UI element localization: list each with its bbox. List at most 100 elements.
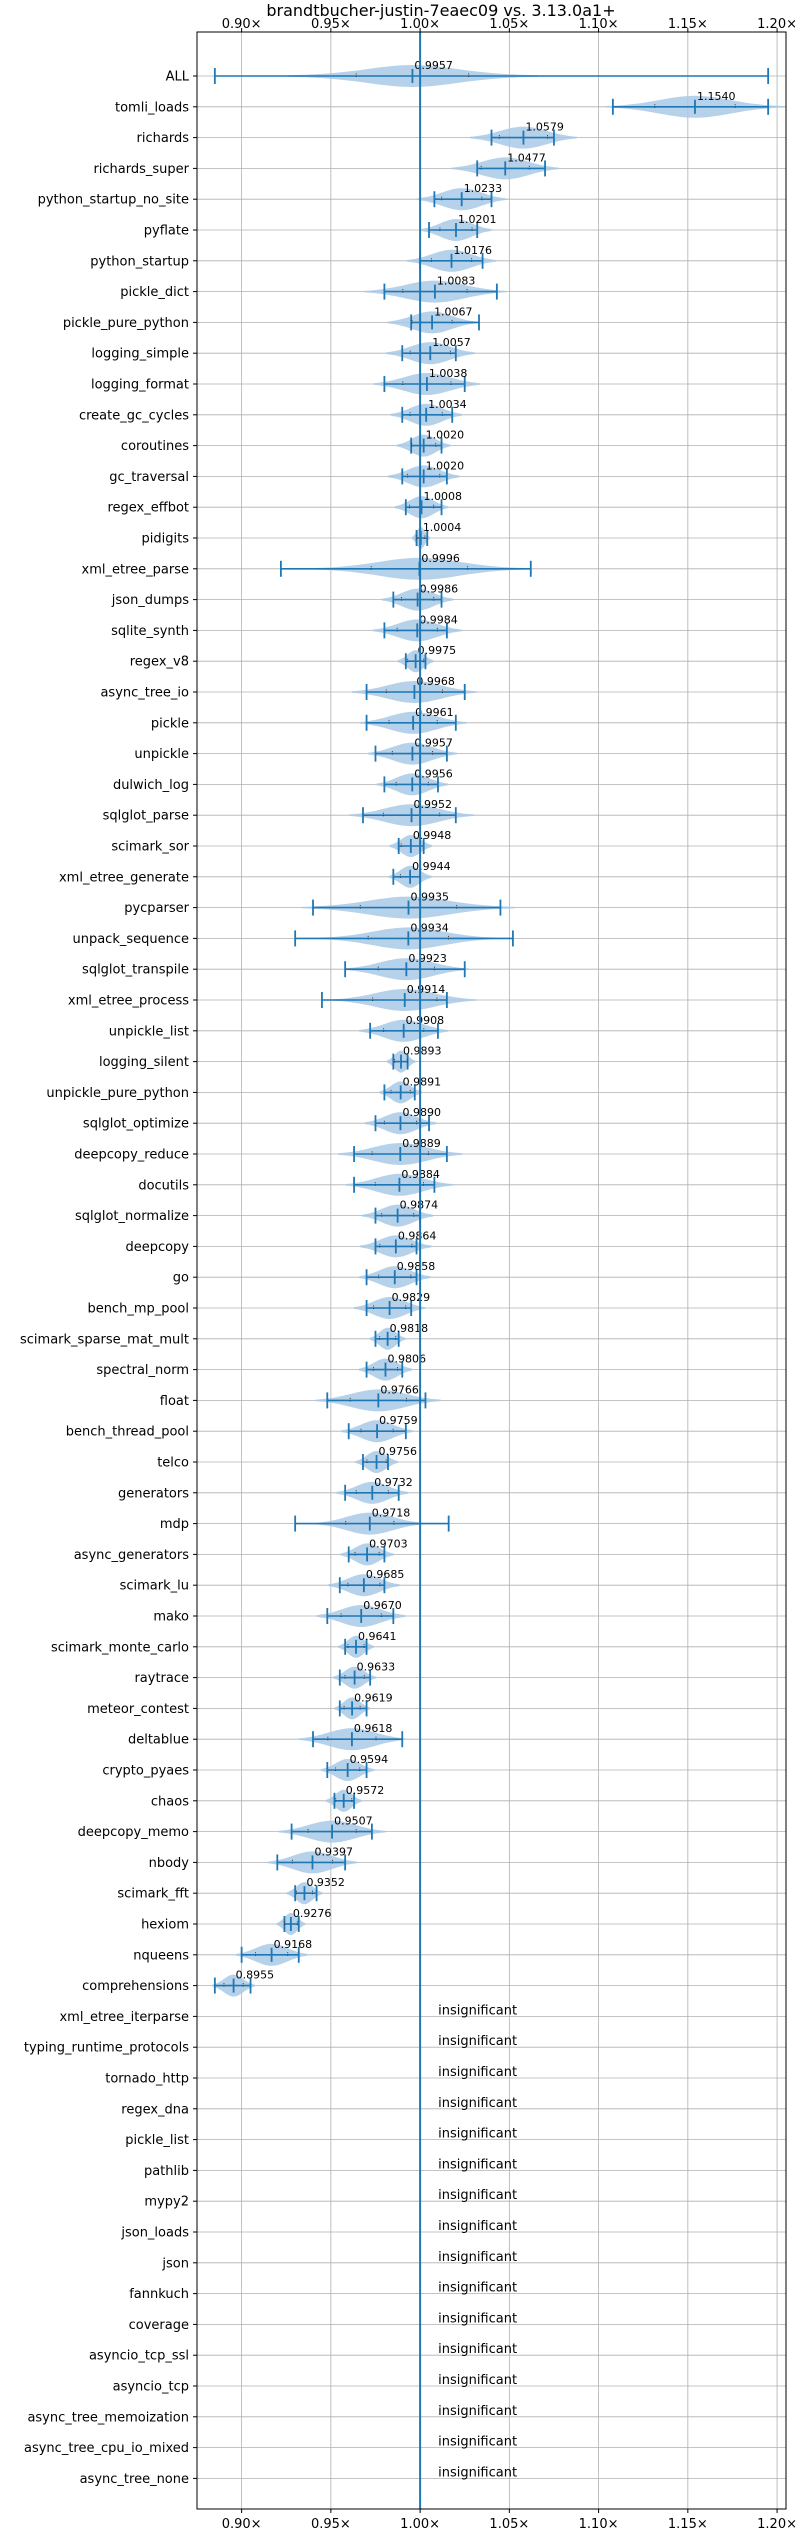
benchmark-label: richards bbox=[137, 131, 190, 146]
x-tick-label-bottom: 1.10× bbox=[579, 2517, 619, 2532]
benchmark-label: deepcopy bbox=[125, 1240, 189, 1255]
benchmark-label: sqlglot_transpile bbox=[82, 963, 189, 978]
mean-value-label: 0.9756 bbox=[379, 1445, 418, 1458]
benchmark-label: unpickle_pure_python bbox=[46, 1086, 189, 1101]
mean-value-label: 1.0233 bbox=[464, 182, 503, 195]
benchmark-label: coverage bbox=[129, 2318, 189, 2333]
benchmark-label: logging_simple bbox=[91, 347, 189, 362]
mean-value-label: 0.9766 bbox=[380, 1383, 419, 1396]
benchmark-label: xml_etree_process bbox=[68, 994, 189, 1009]
mean-value-label: 0.9619 bbox=[354, 1691, 393, 1704]
benchmark-label: regex_effbot bbox=[107, 501, 189, 516]
violins bbox=[212, 65, 785, 1997]
chart-title: brandtbucher-justin-7eaec09 vs. 3.13.0a1… bbox=[266, 1, 615, 20]
benchmark-label: python_startup_no_site bbox=[38, 193, 189, 208]
mean-value-label: 0.9759 bbox=[379, 1414, 418, 1427]
mean-value-label: 0.9352 bbox=[306, 1876, 345, 1889]
benchmark-label: coroutines bbox=[121, 439, 189, 454]
mean-value-label: 0.9952 bbox=[414, 798, 453, 811]
mean-value-label: 0.9986 bbox=[420, 583, 459, 596]
benchmark-label: deltablue bbox=[128, 1733, 189, 1748]
benchmark-label: logging_silent bbox=[99, 1055, 189, 1070]
benchmark-label: sqlglot_normalize bbox=[75, 1209, 189, 1224]
axes: 0.90× 0.90× 0.95× 0.95× 1.00× 1.00× 1.05× 1.05×… bbox=[193, 17, 797, 2532]
mean-value-label: 0.9670 bbox=[363, 1599, 402, 1612]
benchmark-label: nqueens bbox=[133, 1948, 189, 1963]
mean-value-label: 0.9572 bbox=[346, 1784, 385, 1797]
x-tick-label-top: 1.10× bbox=[579, 17, 619, 32]
mean-value-label: 0.9923 bbox=[408, 952, 447, 965]
benchmark-label: generators bbox=[118, 1486, 189, 1501]
benchmark-label: sqlglot_optimize bbox=[83, 1117, 189, 1132]
benchmark-label: pickle_pure_python bbox=[63, 316, 189, 331]
benchmark-label: async_tree_io bbox=[100, 686, 189, 701]
mean-value-label: 1.0477 bbox=[507, 151, 546, 164]
insignificant-label: insignificant bbox=[438, 2311, 517, 2326]
mean-value-label: 1.1540 bbox=[697, 90, 736, 103]
benchmark-label: asyncio_tcp_ssl bbox=[89, 2349, 189, 2364]
mean-value-label: 1.0020 bbox=[426, 429, 465, 442]
benchmark-label: regex_dna bbox=[121, 2102, 189, 2117]
insignificant-label: insignificant bbox=[438, 2034, 517, 2049]
benchmark-label: nbody bbox=[149, 1856, 190, 1871]
mean-value-label: 0.9914 bbox=[407, 983, 446, 996]
mean-value-label: 0.9890 bbox=[402, 1106, 441, 1119]
benchmark-label: typing_runtime_protocols bbox=[24, 2041, 189, 2056]
benchmark-label: async_tree_cpu_io_mixed bbox=[24, 2441, 189, 2456]
insignificant-label: insignificant bbox=[438, 2157, 517, 2172]
insignificant-label: insignificant bbox=[438, 2219, 517, 2234]
benchmark-label: python_startup bbox=[90, 254, 189, 269]
benchmark-label: json_loads bbox=[120, 2226, 189, 2241]
insignificant-label: insignificant bbox=[438, 2465, 517, 2480]
benchmark-label: mdp bbox=[160, 1517, 189, 1532]
benchmark-label: async_tree_none bbox=[80, 2472, 189, 2487]
benchmark-label: crypto_pyaes bbox=[102, 1764, 189, 1779]
mean-value-label: 0.9397 bbox=[314, 1845, 353, 1858]
mean-value-label: 1.0057 bbox=[432, 336, 471, 349]
benchmark-label: gc_traversal bbox=[109, 470, 189, 485]
x-tick-label-bottom: 1.20× bbox=[757, 2517, 797, 2532]
mean-value-label: 0.9893 bbox=[403, 1045, 442, 1058]
benchmark-label: telco bbox=[157, 1456, 189, 1471]
benchmark-label: logging_format bbox=[91, 378, 189, 393]
benchmark-label: chaos bbox=[151, 1794, 189, 1809]
benchmark-labels: ALL 0.9957 tomli_loads 1.1540 richards 1.0579… bbox=[20, 59, 735, 2487]
mean-value-label: 0.9685 bbox=[366, 1568, 405, 1581]
mean-value-label: 0.9507 bbox=[334, 1815, 373, 1828]
benchmark-label: spectral_norm bbox=[96, 1363, 189, 1378]
mean-value-label: 0.9829 bbox=[392, 1291, 431, 1304]
mean-value-label: 0.9641 bbox=[358, 1630, 397, 1643]
insignificant-label: insignificant bbox=[438, 2003, 517, 2018]
mean-value-label: 1.0008 bbox=[424, 490, 463, 503]
benchmark-label: scimark_monte_carlo bbox=[51, 1640, 189, 1655]
benchmark-label: unpickle_list bbox=[109, 1024, 189, 1039]
benchmark-label: pickle bbox=[151, 716, 189, 731]
mean-value-label: 0.9732 bbox=[374, 1476, 413, 1489]
mean-value-label: 0.9818 bbox=[390, 1322, 429, 1335]
benchmark-label: meteor_contest bbox=[87, 1702, 189, 1717]
mean-value-label: 0.9961 bbox=[415, 706, 454, 719]
mean-value-label: 0.9864 bbox=[398, 1229, 437, 1242]
mean-value-label: 0.9594 bbox=[350, 1753, 389, 1766]
mean-value-label: 0.9276 bbox=[293, 1907, 332, 1920]
benchmark-label: async_tree_memoization bbox=[27, 2410, 189, 2425]
mean-value-label: 0.9633 bbox=[357, 1661, 396, 1674]
mean-value-label: 0.9956 bbox=[414, 767, 453, 780]
mean-value-label: 0.9858 bbox=[397, 1260, 436, 1273]
mean-value-label: 1.0034 bbox=[428, 398, 467, 411]
benchmark-label: scimark_sparse_mat_mult bbox=[20, 1332, 189, 1347]
mean-value-label: 0.9874 bbox=[400, 1199, 439, 1212]
benchmark-label: ALL bbox=[166, 70, 190, 85]
benchmark-label: pyflate bbox=[144, 224, 189, 239]
benchmark-label: xml_etree_iterparse bbox=[59, 2010, 189, 2025]
mean-value-label: 0.9948 bbox=[413, 829, 452, 842]
benchmark-label: raytrace bbox=[134, 1671, 189, 1686]
benchmark-label: go bbox=[173, 1271, 189, 1286]
benchmark-label: create_gc_cycles bbox=[79, 408, 189, 423]
axes-frame bbox=[196, 31, 787, 2510]
mean-value-label: 1.0176 bbox=[454, 244, 493, 257]
insignificant-label: insignificant bbox=[438, 2096, 517, 2111]
benchmark-label: unpack_sequence bbox=[72, 932, 189, 947]
mean-value-label: 1.0083 bbox=[437, 275, 476, 288]
